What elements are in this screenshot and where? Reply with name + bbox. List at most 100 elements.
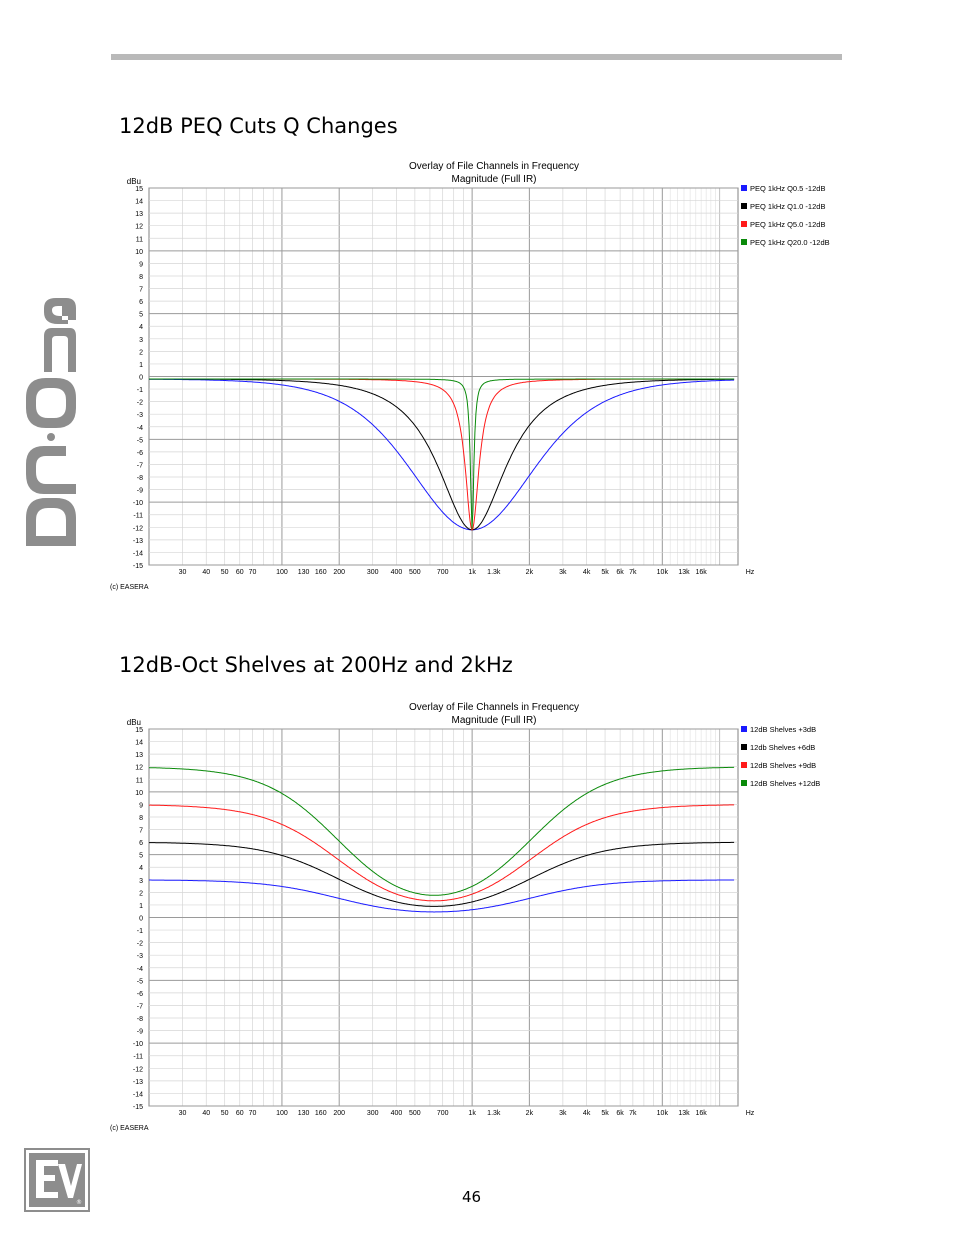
series-line [149,879,735,913]
x-tick-label: 10k [657,1110,669,1117]
legend-label: 12dB Shelves +9dB [750,761,816,770]
y-tick-label: 15 [135,727,143,734]
series-line [149,804,735,902]
x-tick-label: 3k [559,1110,567,1117]
x-tick-label: 50 [221,569,229,576]
y-tick-label: -12 [133,1066,143,1073]
y-tick-label: -9 [137,1029,143,1036]
y-tick-label: -7 [137,462,143,469]
x-tick-label: 6k [616,569,624,576]
y-tick-label: -4 [137,425,143,432]
legend-swatch [741,726,747,732]
y-tick-label: 4 [139,324,143,331]
y-tick-label: -2 [137,941,143,948]
x-tick-label: 2k [526,569,534,576]
y-tick-label: -3 [137,953,143,960]
x-tick-label: 700 [437,1110,449,1117]
page-number: 46 [462,1188,482,1206]
x-tick-label: 16k [695,569,707,576]
x-axis-unit: Hz [746,569,755,576]
y-tick-label: -7 [137,1003,143,1010]
legend-label: 12dB Shelves +3dB [750,725,816,734]
y-tick-label: -10 [133,1041,143,1048]
x-tick-label: 130 [298,1110,310,1117]
y-tick-label: -5 [137,437,143,444]
y-axis-label: dBu [127,177,141,186]
legend-swatch [741,239,747,245]
y-axis-label: dBu [127,718,141,727]
x-tick-label: 40 [202,569,210,576]
y-tick-label: -8 [137,1016,143,1023]
y-tick-label: -14 [133,550,143,557]
y-tick-label: -15 [133,563,143,570]
legend-label: PEQ 1kHz Q20.0 -12dB [750,238,830,247]
legend-swatch [741,744,747,750]
y-tick-label: 3 [139,878,143,885]
x-tick-label: 16k [695,1110,707,1117]
x-tick-label: 10k [657,569,669,576]
y-tick-label: 6 [139,299,143,306]
y-tick-label: -5 [137,978,143,985]
y-tick-label: 11 [136,777,143,784]
y-tick-label: -11 [133,513,143,520]
y-tick-label: 10 [135,249,143,256]
y-tick-label: -6 [137,991,143,998]
y-tick-label: -14 [133,1091,143,1098]
x-tick-label: 130 [298,569,310,576]
y-tick-label: -12 [133,525,143,532]
section-title-peq: 12dB PEQ Cuts Q Changes [119,114,398,138]
legend-label: 12dB Shelves +12dB [750,779,820,788]
x-tick-label: 7k [629,569,637,576]
y-tick-label: -1 [137,928,143,935]
series-line [149,378,735,531]
x-tick-label: 500 [409,1110,421,1117]
y-tick-label: -3 [137,412,143,419]
legend-swatch [741,780,747,786]
x-tick-label: 160 [315,1110,327,1117]
x-tick-label: 300 [367,1110,379,1117]
chart-svg: Overlay of File Channels in Frequency Mag… [110,702,820,1132]
y-tick-label: 9 [139,261,143,268]
x-tick-label: 50 [221,1110,229,1117]
x-tick-label: 160 [315,569,327,576]
x-tick-label: 6k [616,1110,624,1117]
y-tick-label: 7 [139,828,143,835]
legend-label: 12db Shelves +6dB [750,743,815,752]
legend-label: PEQ 1kHz Q5.0 -12dB [750,220,825,229]
y-tick-label: 13 [135,211,143,218]
y-tick-label: 11 [136,236,143,243]
y-tick-label: 0 [139,916,143,923]
series-line [149,378,735,529]
chart-subtitle: Magnitude (Full IR) [451,715,536,726]
x-tick-label: 70 [249,569,257,576]
y-tick-label: 8 [139,815,143,822]
x-tick-label: 200 [333,1110,345,1117]
x-tick-label: 500 [409,569,421,576]
x-tick-label: 400 [391,569,403,576]
x-tick-label: 1k [468,569,476,576]
y-tick-label: 14 [135,740,143,747]
x-tick-label: 30 [179,1110,187,1117]
chart-credit: (c) EASERA [110,584,149,591]
y-tick-label: 5 [139,853,143,860]
legend-swatch [741,203,747,209]
y-tick-label: 7 [139,287,143,294]
y-tick-label: 5 [139,312,143,319]
x-tick-label: 300 [367,569,379,576]
x-tick-label: 70 [249,1110,257,1117]
x-tick-label: 30 [179,569,187,576]
y-tick-label: 4 [139,865,143,872]
y-tick-label: 1 [139,903,143,910]
grid [149,187,738,566]
chart-title: Overlay of File Channels in Frequency [409,702,579,713]
x-tick-label: 5k [601,569,609,576]
y-tick-label: 12 [135,765,143,772]
svg-text:®: ® [76,1199,82,1206]
y-tick-label: 8 [139,274,143,281]
y-tick-label: 2 [139,349,143,356]
y-tick-label: -4 [137,966,143,973]
y-tick-label: -2 [137,400,143,407]
x-tick-label: 1.3k [487,569,501,576]
y-tick-label: 10 [135,790,143,797]
x-tick-label: 5k [601,1110,609,1117]
